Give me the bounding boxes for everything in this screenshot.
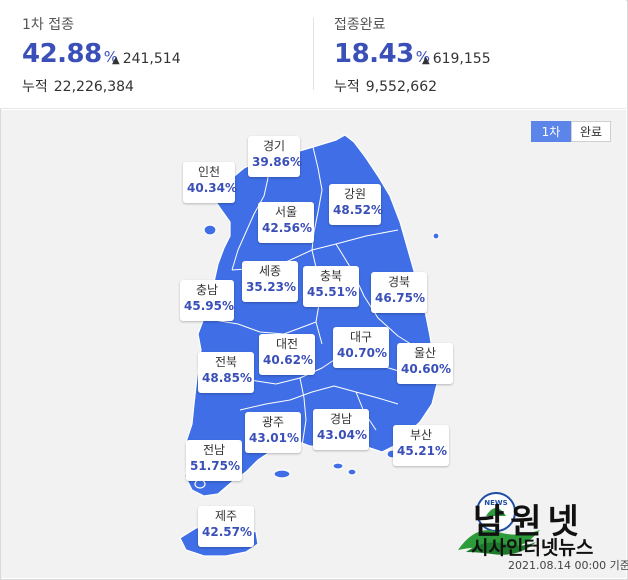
- region-card-busan[interactable]: 부산 45.21%: [393, 425, 449, 466]
- island-jindo: [194, 479, 206, 489]
- island-ulleung: [432, 232, 440, 240]
- island-incheon: [203, 224, 217, 236]
- region-name: 부산: [409, 428, 433, 442]
- region-name: 경북: [387, 275, 411, 289]
- region-name: 전남: [202, 443, 226, 457]
- region-value: 35.23%: [246, 280, 296, 294]
- first-dose-percent: 42.88%: [22, 39, 118, 69]
- region-card-jeonnam[interactable]: 전남 51.75%: [186, 440, 242, 481]
- region-name: 충북: [319, 269, 343, 283]
- region-card-gwangju[interactable]: 광주 43.01%: [245, 412, 301, 453]
- region-card-jeonbuk[interactable]: 전북 48.85%: [198, 352, 254, 393]
- vaccination-stats-panel: 1차 접종 42.88% ▲ 241,514 누적 22,226,384 접종완료 …: [0, 0, 626, 109]
- region-value: 39.86%: [252, 155, 302, 169]
- full-dose-percent-value: 18.43: [334, 39, 414, 69]
- region-card-chungbuk[interactable]: 충북 45.51%: [303, 266, 359, 307]
- timestamp: 2021.08.14 00:00 기준: [508, 559, 628, 572]
- region-card-daegu[interactable]: 대구 40.70%: [333, 327, 389, 368]
- region-name: 강원: [343, 187, 367, 201]
- region-name: 경기: [262, 139, 286, 153]
- region-value: 43.04%: [317, 428, 367, 442]
- region-name: 울산: [413, 346, 437, 360]
- toggle-first-dose[interactable]: 1차: [531, 121, 571, 142]
- first-dose-stat: 1차 접종 42.88% ▲ 241,514 누적 22,226,384: [22, 14, 181, 95]
- region-name: 광주: [261, 415, 285, 429]
- region-value: 51.75%: [190, 459, 240, 473]
- island-south2: [332, 462, 344, 470]
- island-south3: [347, 468, 357, 476]
- region-name: 대구: [349, 330, 373, 344]
- region-value: 45.95%: [184, 299, 234, 313]
- watermark-subtitle: 시사인터넷뉴스: [471, 537, 594, 559]
- watermark-title: 남원넷: [473, 502, 585, 542]
- up-triangle-icon: ▲: [422, 55, 430, 66]
- full-dose-percent-symbol: %: [415, 48, 431, 66]
- cumulative-label: 누적: [334, 79, 360, 95]
- region-name: 대전: [275, 337, 299, 351]
- full-dose-cumulative: 누적 9,552,662: [334, 76, 437, 96]
- region-card-gangwon[interactable]: 강원 48.52%: [329, 184, 383, 225]
- region-value: 40.60%: [401, 362, 451, 376]
- region-card-ulsan[interactable]: 울산 40.60%: [397, 343, 453, 384]
- region-card-jeju[interactable]: 제주 42.57%: [198, 506, 254, 547]
- region-value: 40.70%: [337, 346, 387, 360]
- region-name: 서울: [274, 205, 298, 219]
- region-name: 인천: [197, 165, 221, 179]
- region-value: 40.34%: [187, 181, 237, 195]
- first-dose-percent-symbol: %: [103, 48, 119, 66]
- toggle-complete[interactable]: 완료: [571, 121, 611, 142]
- full-dose-cumulative-value: 9,552,662: [365, 79, 438, 95]
- region-name: 경남: [329, 412, 353, 426]
- island-south: [273, 469, 291, 479]
- region-value: 42.56%: [262, 221, 312, 235]
- stats-divider: [313, 18, 314, 90]
- region-card-gyeonggi[interactable]: 경기 39.86%: [248, 136, 302, 177]
- region-card-daejeon[interactable]: 대전 40.62%: [259, 334, 315, 375]
- region-value: 48.85%: [202, 371, 252, 385]
- first-dose-label: 1차 접종: [22, 17, 74, 33]
- full-dose-percent: 18.43%: [334, 39, 430, 69]
- region-value: 43.01%: [249, 431, 299, 445]
- region-name: 세종: [258, 264, 282, 278]
- region-card-gyeongnam[interactable]: 경남 43.04%: [313, 409, 369, 450]
- region-name: 충남: [195, 283, 219, 297]
- region-card-seoul[interactable]: 서울 42.56%: [258, 202, 314, 243]
- first-dose-delta: ▲ 241,514: [112, 51, 181, 67]
- region-card-gyeongbuk[interactable]: 경북 46.75%: [371, 272, 427, 313]
- full-dose-stat: 접종완료 18.43% ▲ 619,155 누적 9,552,662: [334, 14, 491, 95]
- emblem-text: NEWS: [484, 499, 507, 507]
- region-value: 48.52%: [333, 203, 383, 217]
- full-dose-delta-value: 619,155: [432, 51, 491, 67]
- first-dose-cumulative: 누적 22,226,384: [22, 76, 134, 96]
- region-value: 42.57%: [202, 525, 252, 539]
- mainland-shape: [184, 134, 438, 497]
- region-card-sejong[interactable]: 세종 35.23%: [242, 261, 298, 302]
- region-value: 45.21%: [397, 444, 447, 458]
- namwonnet-emblem-icon: NEWS: [458, 492, 540, 555]
- region-name: 제주: [214, 509, 238, 523]
- up-triangle-icon: ▲: [112, 55, 120, 66]
- region-value: 45.51%: [307, 285, 357, 299]
- first-dose-cumulative-value: 22,226,384: [53, 79, 134, 95]
- full-dose-delta: ▲ 619,155: [422, 51, 491, 67]
- region-value: 46.75%: [375, 291, 425, 305]
- region-value: 40.62%: [263, 353, 313, 367]
- first-dose-delta-value: 241,514: [122, 51, 181, 67]
- first-dose-percent-value: 42.88: [22, 39, 102, 69]
- region-card-incheon[interactable]: 인천 40.34%: [183, 162, 237, 203]
- full-dose-label: 접종완료: [334, 17, 386, 33]
- cumulative-label: 누적: [22, 79, 48, 95]
- region-card-chungnam[interactable]: 충남 45.95%: [180, 280, 234, 321]
- region-name: 전북: [214, 355, 238, 369]
